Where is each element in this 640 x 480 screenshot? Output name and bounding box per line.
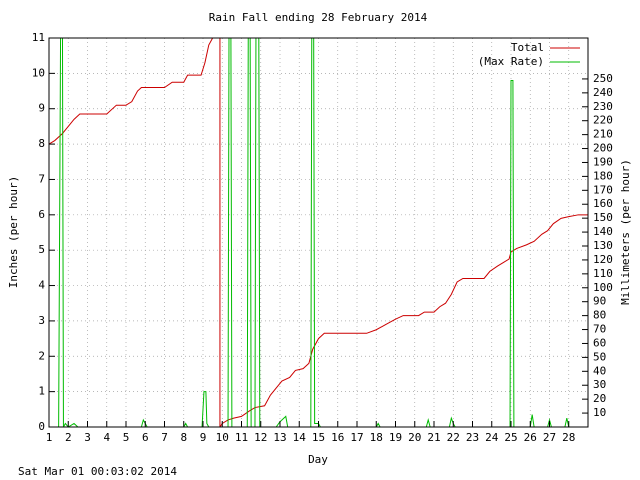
x-tick-label: 18: [370, 431, 383, 444]
y2-tick-label: 100: [593, 281, 613, 294]
x-tick-label: 4: [103, 431, 110, 444]
y2-tick-label: 40: [593, 364, 606, 377]
x-tick-label: 23: [466, 431, 479, 444]
x-tick-label: 15: [312, 431, 325, 444]
y-tick-label: 1: [38, 385, 45, 398]
y2-tick-label: 20: [593, 392, 606, 405]
x-tick-label: 19: [389, 431, 402, 444]
y-tick-label: 4: [38, 279, 45, 292]
y-tick-label: 9: [38, 102, 45, 115]
x-tick-label: 24: [485, 431, 499, 444]
grid: [48, 37, 588, 428]
y-tick-label: 0: [38, 420, 45, 433]
y2-tick-label: 200: [593, 142, 613, 155]
y-tick-label: 5: [38, 243, 45, 256]
timestamp: Sat Mar 01 00:03:02 2014: [18, 465, 177, 478]
x-tick-label: 11: [235, 431, 248, 444]
y2-tick-label: 190: [593, 155, 613, 168]
y2-axis-label: Millimeters (per hour): [619, 159, 632, 305]
x-tick-label: 13: [273, 431, 286, 444]
x-tick-label: 14: [293, 431, 307, 444]
x-tick-label: 7: [161, 431, 168, 444]
y2-tick-label: 110: [593, 267, 613, 280]
legend-label: (Max Rate): [478, 55, 544, 68]
y2-tick-label: 240: [593, 86, 613, 99]
y2-tick-label: 150: [593, 211, 613, 224]
x-tick-label: 5: [123, 431, 130, 444]
x-tick-label: 16: [331, 431, 344, 444]
y-tick-label: 11: [32, 31, 45, 44]
y2-tick-label: 130: [593, 239, 613, 252]
x-tick-label: 26: [524, 431, 537, 444]
x-tick-label: 27: [543, 431, 556, 444]
plot-lines: [49, 38, 588, 427]
x-tick-label: 12: [254, 431, 267, 444]
y2-tick-label: 250: [593, 72, 613, 85]
x-tick-label: 8: [180, 431, 187, 444]
x-tick-label: 20: [408, 431, 421, 444]
x-tick-label: 2: [65, 431, 72, 444]
series-line: [49, 38, 588, 427]
y2-tick-label: 230: [593, 100, 613, 113]
y-tick-label: 6: [38, 208, 45, 221]
y2-tick-label: 220: [593, 114, 613, 127]
y2-tick-label: 30: [593, 378, 606, 391]
x-tick-label: 3: [84, 431, 91, 444]
x-tick-label: 1: [46, 431, 53, 444]
chart-title: Rain Fall ending 28 February 2014: [209, 11, 428, 24]
y-tick-label: 3: [38, 314, 45, 327]
legend-label: Total: [511, 41, 544, 54]
series-line: [49, 38, 588, 427]
x-tick-label: 9: [200, 431, 207, 444]
y2-tick-label: 180: [593, 169, 613, 182]
plot-frame: [48, 37, 589, 428]
y2-tick-label: 210: [593, 128, 613, 141]
x-tick-label: 25: [504, 431, 517, 444]
y2-tick-label: 70: [593, 323, 606, 336]
x-tick-label: 28: [562, 431, 575, 444]
x-axis-label: Day: [308, 453, 328, 466]
y2-tick-label: 10: [593, 406, 606, 419]
x-tick-label: 17: [350, 431, 363, 444]
x-tick-label: 21: [427, 431, 440, 444]
y2-tick-label: 80: [593, 309, 606, 322]
y2-tick-label: 120: [593, 253, 613, 266]
y-tick-label: 7: [38, 172, 45, 185]
y2-tick-label: 170: [593, 183, 613, 196]
y2-tick-label: 90: [593, 295, 606, 308]
x-tick-label: 22: [447, 431, 460, 444]
y2-tick-label: 160: [593, 197, 613, 210]
y-tick-label: 8: [38, 137, 45, 150]
y-tick-label: 10: [32, 66, 45, 79]
y-axis-label: Inches (per hour): [7, 176, 20, 289]
y2-tick-label: 140: [593, 225, 613, 238]
y2-tick-label: 60: [593, 336, 606, 349]
y-tick-label: 2: [38, 349, 45, 362]
y2-tick-label: 50: [593, 350, 606, 363]
x-tick-label: 6: [142, 431, 149, 444]
x-tick-label: 10: [216, 431, 229, 444]
